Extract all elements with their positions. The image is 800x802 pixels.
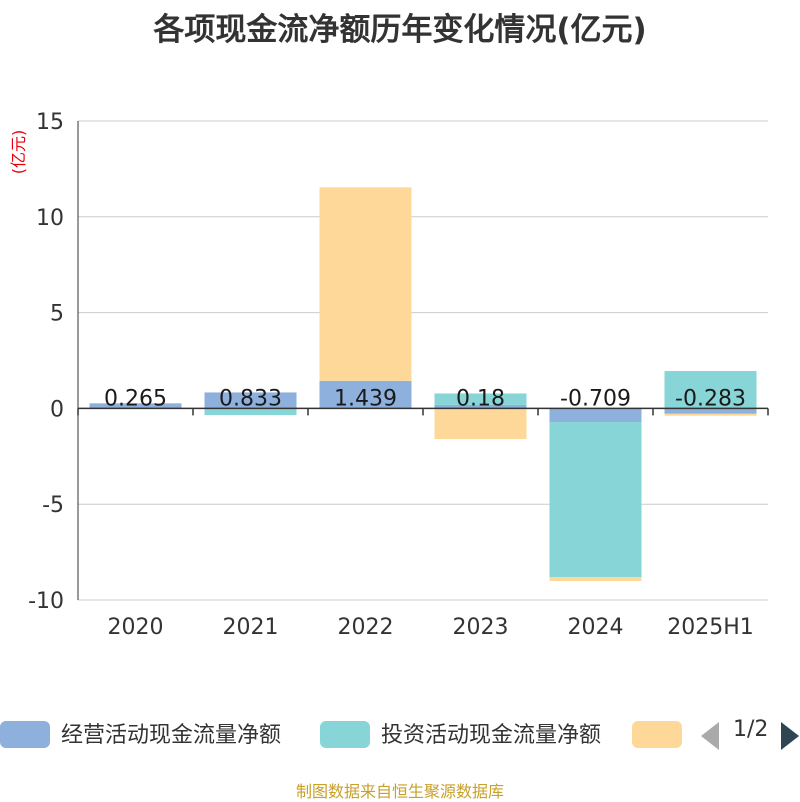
legend-swatch-operating[interactable] [0,721,50,748]
bar-series-2-2022 [319,187,412,381]
data-label: -0.709 [560,386,631,411]
x-tick-label: 2022 [338,615,394,640]
bar-series-0-2023 [434,404,527,409]
x-tick-label: 2023 [453,615,509,640]
legend-page-indicator: 1/2 [733,717,769,742]
legend-next-page-icon[interactable] [781,722,799,750]
y-tick-label: -5 [42,493,64,518]
x-tick-label: 2021 [223,615,279,640]
chart-title: 各项现金流净额历年变化情况(亿元) [153,12,647,48]
x-tick-label: 2024 [568,615,624,640]
data-label: 1.439 [334,386,397,411]
bar-series-0-2025H1 [664,408,757,414]
y-tick-label: 10 [36,206,64,231]
data-label: 0.833 [219,386,282,411]
bar-series-0-2021 [204,392,297,409]
legend-prev-page-icon[interactable] [701,722,719,750]
bar-series-1-2024 [549,421,642,578]
legend-label-operating[interactable]: 经营活动现金流量净额 [61,723,282,748]
y-tick-label: 5 [50,302,64,327]
legend-swatch-investing[interactable] [320,721,370,748]
bar-series-0-2020 [89,403,182,409]
x-tick-label: 2025H1 [667,615,754,640]
y-tick-label: 15 [36,110,64,135]
bar-series-2-2025H1 [664,413,757,416]
bar-series-1-2025H1 [664,371,757,409]
bar-series-1-2023 [434,393,527,405]
bar-series-2-2024 [549,577,642,582]
bar-series-1-2021 [204,408,297,416]
x-tick-label: 2020 [108,615,164,640]
bar-series-0-2022 [319,380,412,409]
y-tick-label: -10 [28,589,64,614]
legend-label-investing[interactable]: 投资活动现金流量净额 [381,723,602,748]
data-label: 0.265 [104,386,167,411]
bar-series-0-2024 [549,408,642,422]
data-source-note: 制图数据来自恒生聚源数据库 [295,782,504,801]
data-label: -0.283 [675,386,746,411]
bar-chart: 15 10 5 0 -5 -10 2020 2021 2022 2023 2024 2025H1 0.2… [28,110,769,640]
chart-legend: 经营活动现金流量净额 投资活动现金流量净额 1/2 [0,715,800,755]
data-label: 0.18 [456,386,505,411]
bar-series-2-2023 [434,408,527,440]
y-tick-label: 0 [50,397,64,422]
legend-swatch-financing[interactable] [632,721,682,748]
